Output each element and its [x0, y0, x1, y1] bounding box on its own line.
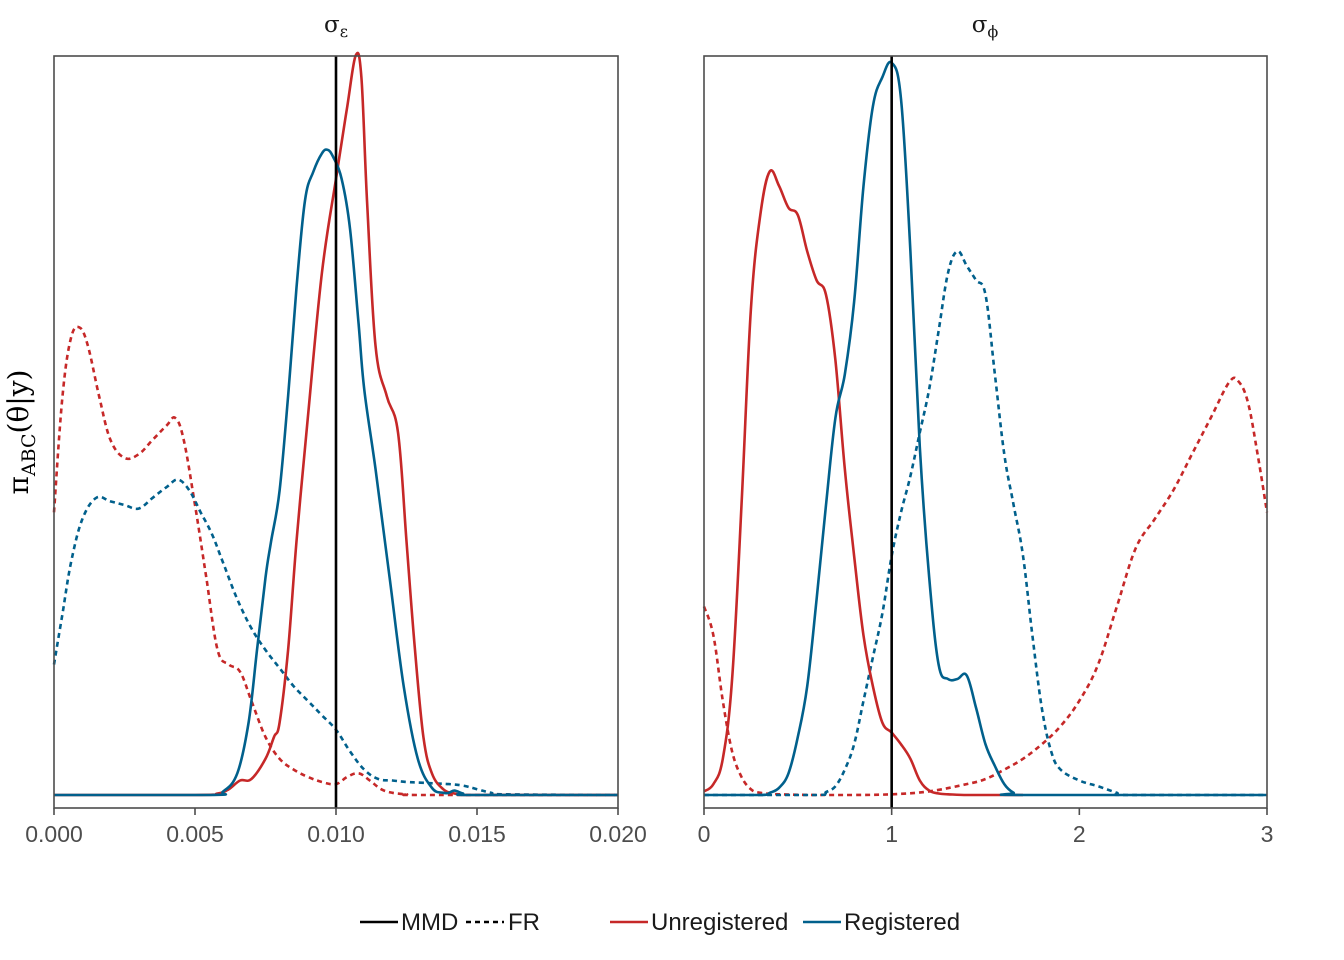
x-tick-label: 0 — [698, 821, 711, 847]
series-line-unregistered-fr — [52, 325, 618, 797]
panel-title-subscript: ε — [340, 22, 348, 41]
x-axis: 0.000 0.005 0.010 0.015 0.020 — [25, 808, 647, 847]
x-tick-label: 0.010 — [307, 821, 365, 847]
panel-title-sigma-epsilon: σε — [324, 12, 348, 41]
panel-title-subscript: ϕ — [987, 22, 998, 41]
series-line-unregistered-mmd — [54, 51, 618, 797]
x-tick-label: 0.005 — [166, 821, 224, 847]
legend-label-mmd: MMD — [401, 909, 458, 936]
panel-frame — [703, 55, 1268, 809]
y-axis-label: πABC(θ|y) — [2, 370, 40, 495]
series-group — [702, 60, 1269, 797]
x-tick-label: 3 — [1261, 821, 1274, 847]
y-axis-label-rest: (θ|y) — [2, 370, 35, 434]
panel-title-sigma-phi: σϕ — [972, 12, 999, 41]
x-tick-label: 0.000 — [25, 821, 83, 847]
series-line-registered-fr — [704, 249, 1267, 797]
panel-title-symbol: σ — [324, 12, 340, 38]
panel-title-symbol: σ — [972, 12, 988, 38]
x-axis: 0 1 2 3 — [698, 808, 1274, 847]
y-axis-label-sub: ABC — [18, 433, 40, 477]
panel-sigma-epsilon: σε 0.000 0.005 0.010 0.015 0.020 — [25, 12, 647, 847]
series-line-registered-fr — [52, 478, 619, 797]
series-group — [52, 51, 619, 797]
series-line-registered-mmd — [704, 60, 1267, 797]
x-tick-label: 2 — [1073, 821, 1086, 847]
series-line-unregistered-fr — [702, 376, 1269, 797]
legend: MMD FR Unregistered Registered — [360, 909, 960, 936]
x-tick-label: 0.015 — [448, 821, 506, 847]
y-axis-label-main: π — [2, 476, 35, 494]
legend-label-fr: FR — [508, 909, 540, 936]
panel-sigma-phi: σϕ 0 1 2 3 — [698, 12, 1274, 847]
series-line-registered-mmd — [54, 148, 618, 797]
x-tick-label: 1 — [885, 821, 898, 847]
legend-label-unregistered: Unregistered — [651, 909, 788, 936]
legend-label-registered: Registered — [844, 909, 960, 936]
series-line-unregistered-mmd — [703, 169, 1023, 797]
x-tick-label: 0.020 — [589, 821, 647, 847]
